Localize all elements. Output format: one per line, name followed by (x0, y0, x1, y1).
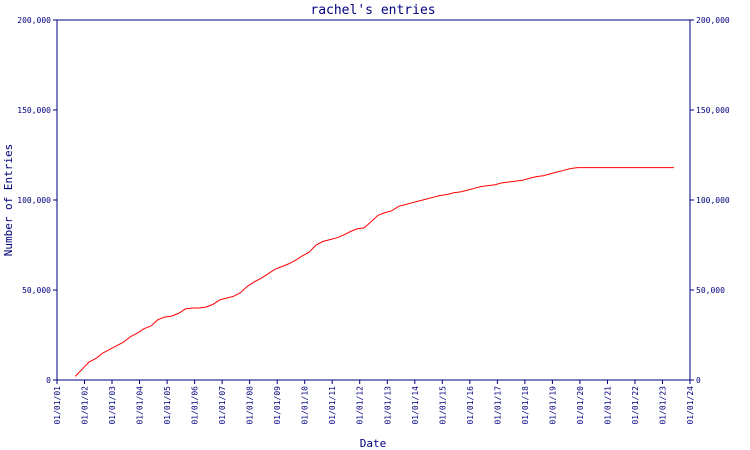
x-tick-label: 01/01/18 (521, 386, 530, 425)
y-tick-label-left: 50,000 (22, 286, 51, 295)
x-tick-label: 01/01/10 (301, 386, 310, 425)
y-tick-label-right: 50,000 (696, 286, 725, 295)
x-tick-label: 01/01/22 (631, 386, 640, 425)
x-tick-label: 01/01/15 (438, 386, 447, 425)
x-tick-label: 01/01/09 (273, 386, 282, 425)
x-tick-label: 01/01/16 (466, 386, 475, 425)
x-tick-label: 01/01/23 (658, 386, 667, 425)
x-tick-label: 01/01/11 (328, 386, 337, 425)
plot-frame (56, 19, 691, 381)
y-tick-label-left: 150,000 (17, 106, 51, 115)
x-tick-label: 01/01/21 (603, 386, 612, 425)
y-tick-label-right: 150,000 (696, 106, 730, 115)
x-tick-label: 01/01/02 (81, 386, 90, 425)
series-line (74, 167, 674, 377)
y-tick-label-left: 100,000 (17, 196, 51, 205)
x-tick-label: 01/01/05 (163, 386, 172, 425)
x-tick-label: 01/01/17 (493, 386, 502, 425)
x-tick-label: 01/01/13 (383, 386, 392, 425)
x-tick-label: 01/01/20 (576, 386, 585, 425)
x-tick-label: 01/01/07 (218, 386, 227, 425)
x-axis: 01/01/01 01/01/02 01/01/03 01/01/04 01/01/05… (53, 380, 695, 425)
x-tick-label: 01/01/04 (136, 386, 145, 425)
y-axis-label: Number of Entries (2, 144, 15, 257)
x-axis-label: Date (360, 437, 387, 450)
y-tick-label-right: 100,000 (696, 196, 730, 205)
y-axis-left: 0 50,000 100,000 150,000 200,000 (17, 16, 57, 385)
y-tick-label-left: 200,000 (17, 16, 51, 25)
x-tick-label: 01/01/08 (246, 386, 255, 425)
x-tick-label: 01/01/19 (548, 386, 557, 425)
y-tick-label-left: 0 (46, 376, 51, 385)
chart-title: rachel's entries (310, 3, 435, 18)
x-tick-label: 01/01/12 (356, 386, 365, 425)
y-tick-label-right: 200,000 (696, 16, 730, 25)
x-tick-label: 01/01/14 (411, 386, 420, 425)
y-axis-right: 0 50,000 100,000 150,000 200,000 (690, 16, 730, 385)
x-tick-label: 01/01/24 (686, 386, 695, 425)
x-tick-label: 01/01/06 (191, 386, 200, 425)
x-tick-label: 01/01/03 (108, 386, 117, 425)
x-tick-label: 01/01/01 (53, 386, 62, 425)
y-tick-label-right: 0 (696, 376, 701, 385)
